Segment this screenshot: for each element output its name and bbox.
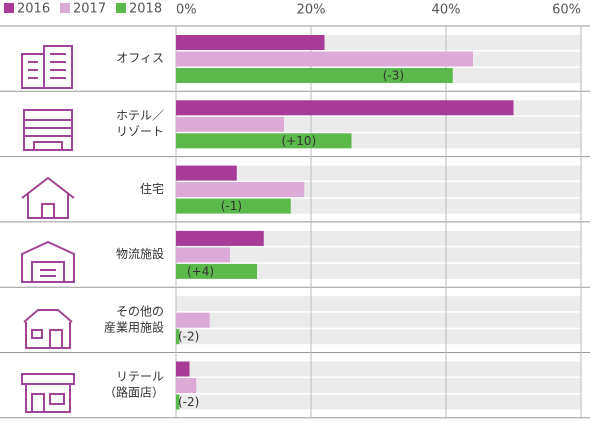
bar bbox=[176, 51, 473, 67]
legend-swatch bbox=[60, 3, 70, 13]
category-label: その他の bbox=[116, 304, 164, 318]
x-tick-label: 20% bbox=[297, 3, 326, 18]
bar bbox=[176, 361, 190, 377]
bar bbox=[176, 35, 325, 50]
bar bbox=[176, 329, 180, 345]
bar-track bbox=[176, 361, 581, 377]
category-label: リゾート bbox=[116, 124, 164, 138]
bar-annotation: (-2) bbox=[178, 330, 199, 344]
legend-swatch bbox=[116, 3, 126, 13]
bar-track bbox=[176, 263, 581, 279]
icons bbox=[21, 45, 75, 413]
bar bbox=[176, 133, 352, 149]
legend-swatch bbox=[4, 3, 14, 13]
category-label: 物流施設 bbox=[116, 246, 164, 261]
bar-annotation: (-1) bbox=[221, 199, 242, 213]
bar-annotation: (-2) bbox=[178, 395, 199, 409]
x-tick-label: 60% bbox=[552, 3, 581, 18]
category-label: オフィス bbox=[116, 51, 164, 65]
bar bbox=[176, 198, 291, 214]
bar bbox=[176, 182, 305, 198]
bar bbox=[176, 116, 284, 132]
bar-annotation: (+4) bbox=[187, 264, 214, 278]
bar-track bbox=[176, 312, 581, 328]
category-label: 住宅 bbox=[140, 181, 164, 196]
category-label: ホテル／ bbox=[116, 108, 164, 122]
bar-annotation: (-3) bbox=[383, 69, 404, 83]
legend-label: 2018 bbox=[129, 2, 162, 17]
bar-track bbox=[176, 296, 581, 312]
legend-label: 2016 bbox=[17, 2, 50, 17]
bar bbox=[176, 378, 197, 393]
category-label: 産業用施設 bbox=[104, 319, 164, 334]
bar bbox=[176, 230, 264, 246]
bar bbox=[176, 247, 230, 263]
bar-track bbox=[176, 329, 581, 345]
category-label: （路面店） bbox=[104, 385, 164, 400]
bar-track bbox=[176, 394, 581, 410]
legend-label: 2017 bbox=[73, 2, 106, 17]
bar bbox=[176, 394, 180, 410]
bar bbox=[176, 165, 237, 181]
bar bbox=[176, 68, 453, 83]
bar-annotation: (+10) bbox=[282, 134, 317, 148]
category-label: リテール bbox=[116, 370, 164, 384]
x-tick-label: 0% bbox=[176, 3, 197, 18]
bar bbox=[176, 100, 514, 116]
bar-track bbox=[176, 378, 581, 393]
bar-track bbox=[176, 165, 581, 181]
x-tick-label: 40% bbox=[432, 3, 461, 18]
bar bbox=[176, 312, 210, 328]
bar bbox=[176, 263, 257, 279]
bar-track bbox=[176, 230, 581, 246]
bar-track bbox=[176, 247, 581, 263]
